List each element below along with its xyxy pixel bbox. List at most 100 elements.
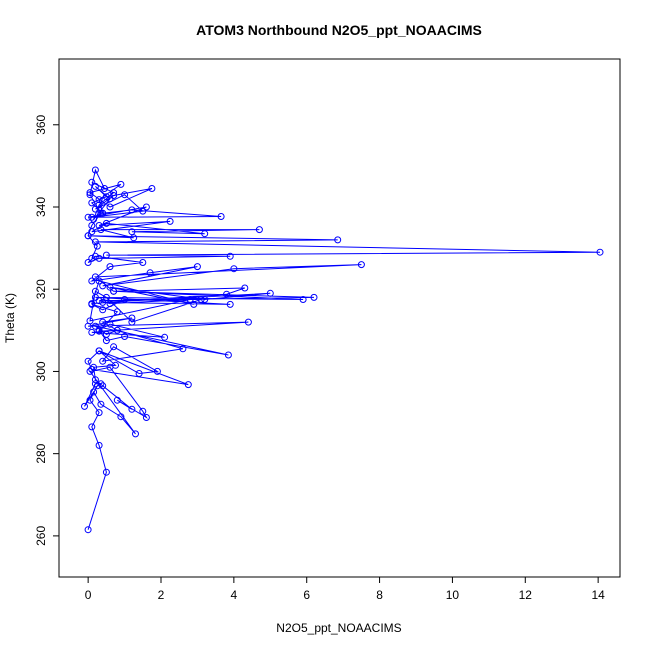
data-point-11	[97, 400, 105, 408]
data-point-115	[106, 203, 114, 211]
data-point-10	[90, 388, 98, 396]
data-point-86	[91, 252, 99, 260]
data-point-44	[113, 326, 121, 334]
data-point-27	[84, 357, 92, 365]
data-point-54	[197, 296, 205, 303]
data-point-42	[161, 333, 169, 341]
data-series	[81, 166, 604, 534]
data-point-123	[106, 195, 114, 203]
data-point-127	[88, 178, 96, 186]
x-tick-label-0: 0	[85, 588, 92, 602]
data-point-98	[128, 228, 136, 236]
data-point-97	[255, 226, 263, 234]
data-point-96	[97, 226, 105, 234]
data-point-17	[142, 414, 150, 421]
data-point-64	[299, 296, 307, 303]
plot-frame	[58, 58, 621, 578]
data-point-74	[223, 290, 231, 298]
data-point-1	[102, 468, 110, 476]
data-point-48	[244, 318, 252, 326]
y-tick-label-2: 300	[34, 361, 48, 381]
data-point-118	[95, 196, 103, 204]
data-point-129	[91, 166, 99, 174]
data-point-71	[190, 300, 198, 308]
data-point-106	[217, 213, 225, 220]
data-point-124	[90, 215, 98, 223]
data-point-0	[84, 526, 92, 534]
data-point-68	[266, 289, 274, 297]
data-point-62	[310, 293, 318, 301]
series-line-0	[84, 168, 601, 530]
y-tick-label-5: 360	[34, 114, 48, 134]
x-tick-label-2: 4	[231, 588, 238, 602]
data-point-33	[179, 345, 187, 353]
x-axis-label: N2O5_ppt_NOAACIMS	[276, 621, 401, 635]
data-point-128	[101, 185, 108, 192]
x-tick-label-6: 12	[519, 588, 533, 602]
data-point-82	[146, 269, 154, 277]
data-point-45	[99, 318, 107, 326]
data-point-46	[128, 314, 136, 322]
data-point-77	[91, 273, 99, 281]
data-point-111	[121, 191, 129, 199]
data-point-104	[142, 203, 150, 211]
data-point-36	[91, 322, 99, 330]
data-point-135	[88, 254, 96, 262]
data-point-85	[139, 259, 147, 266]
data-point-99	[201, 230, 209, 238]
data-point-117	[117, 180, 125, 188]
data-point-58	[86, 317, 94, 325]
x-tick-label-3: 6	[303, 588, 310, 602]
data-point-39	[102, 337, 110, 345]
data-point-93	[334, 236, 342, 244]
data-point-53	[121, 296, 129, 303]
data-point-133	[84, 232, 92, 240]
data-point-2	[95, 441, 103, 449]
x-axis: 0 2 4 6 8 10 12 14	[85, 577, 605, 602]
data-point-100	[102, 219, 110, 227]
data-point-70	[106, 283, 114, 291]
data-point-60	[106, 300, 114, 308]
data-point-4	[95, 409, 103, 417]
data-point-80	[99, 282, 107, 290]
data-point-43	[88, 328, 96, 336]
data-point-5	[86, 396, 94, 404]
data-point-83	[88, 277, 96, 285]
data-point-92	[91, 238, 99, 246]
data-point-26	[88, 365, 96, 373]
data-point-3	[88, 423, 96, 431]
data-point-88	[95, 254, 103, 262]
x-tick-label-5: 10	[446, 588, 460, 602]
data-point-107	[128, 206, 136, 214]
data-point-21	[91, 376, 99, 384]
data-point-59	[186, 296, 194, 303]
data-point-28	[95, 347, 103, 355]
data-point-55	[128, 318, 136, 326]
data-point-65	[91, 293, 99, 301]
data-point-103	[95, 222, 103, 229]
data-point-41	[106, 320, 114, 328]
data-point-69	[201, 296, 209, 303]
data-point-19	[128, 405, 136, 413]
data-point-110	[139, 207, 147, 215]
data-point-25	[184, 381, 192, 389]
data-point-72	[95, 277, 103, 285]
data-point-38	[121, 333, 129, 340]
data-point-131	[97, 209, 105, 217]
data-point-30	[153, 367, 161, 375]
data-point-31	[110, 343, 118, 351]
data-point-120	[88, 199, 96, 207]
data-point-79	[230, 265, 238, 273]
y-tick-label-4: 340	[34, 197, 48, 217]
data-point-90	[102, 251, 110, 259]
chart-title: ATOM3 Northbound N2O5_ppt_NOAACIMS	[196, 22, 482, 38]
data-point-18	[113, 396, 121, 404]
x-tick-label-7: 14	[591, 588, 605, 602]
data-point-14	[86, 367, 94, 375]
data-point-37	[224, 351, 232, 359]
data-point-78	[357, 261, 365, 269]
data-point-6	[93, 382, 101, 390]
data-point-132	[88, 222, 96, 229]
data-point-87	[84, 259, 92, 266]
